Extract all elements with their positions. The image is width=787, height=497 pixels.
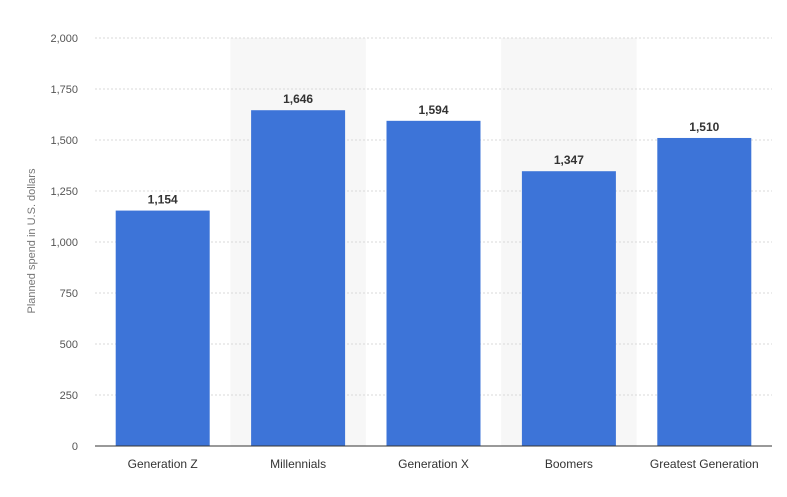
x-category-label: Boomers — [545, 457, 593, 471]
x-category-label: Millennials — [270, 457, 326, 471]
y-tick-label: 750 — [60, 288, 78, 300]
value-label: 1,154 — [148, 193, 178, 207]
y-axis-title: Planned spend in U.S. dollars — [26, 168, 38, 313]
value-label: 1,347 — [554, 153, 584, 167]
y-tick-label: 1,750 — [50, 84, 78, 96]
bar — [521, 171, 616, 446]
value-labels: 1,154 1,646 1,594 1,347 1,510 — [148, 92, 720, 206]
y-axis-ticks: 0 250 500 750 1,000 1,250 1,500 1,750 2,000 — [50, 33, 78, 453]
value-label: 1,646 — [283, 92, 313, 106]
y-tick-label: 0 — [72, 441, 78, 453]
bars — [115, 110, 752, 446]
bar — [251, 110, 346, 446]
value-label: 1,594 — [418, 103, 448, 117]
y-tick-label: 2,000 — [50, 33, 78, 45]
bar — [386, 120, 481, 446]
y-tick-label: 1,250 — [50, 186, 78, 198]
y-tick-label: 500 — [60, 339, 78, 351]
y-tick-label: 1,000 — [50, 237, 78, 249]
x-category-label: Generation X — [398, 457, 469, 471]
bar — [657, 137, 752, 446]
y-tick-label: 1,500 — [50, 135, 78, 147]
y-tick-label: 250 — [60, 390, 78, 402]
x-category-label: Greatest Generation — [650, 457, 759, 471]
x-axis-labels: Generation Z Millennials Generation X Boome… — [128, 457, 759, 471]
bar — [115, 210, 210, 446]
x-category-label: Generation Z — [128, 457, 198, 471]
value-label: 1,510 — [689, 120, 719, 134]
